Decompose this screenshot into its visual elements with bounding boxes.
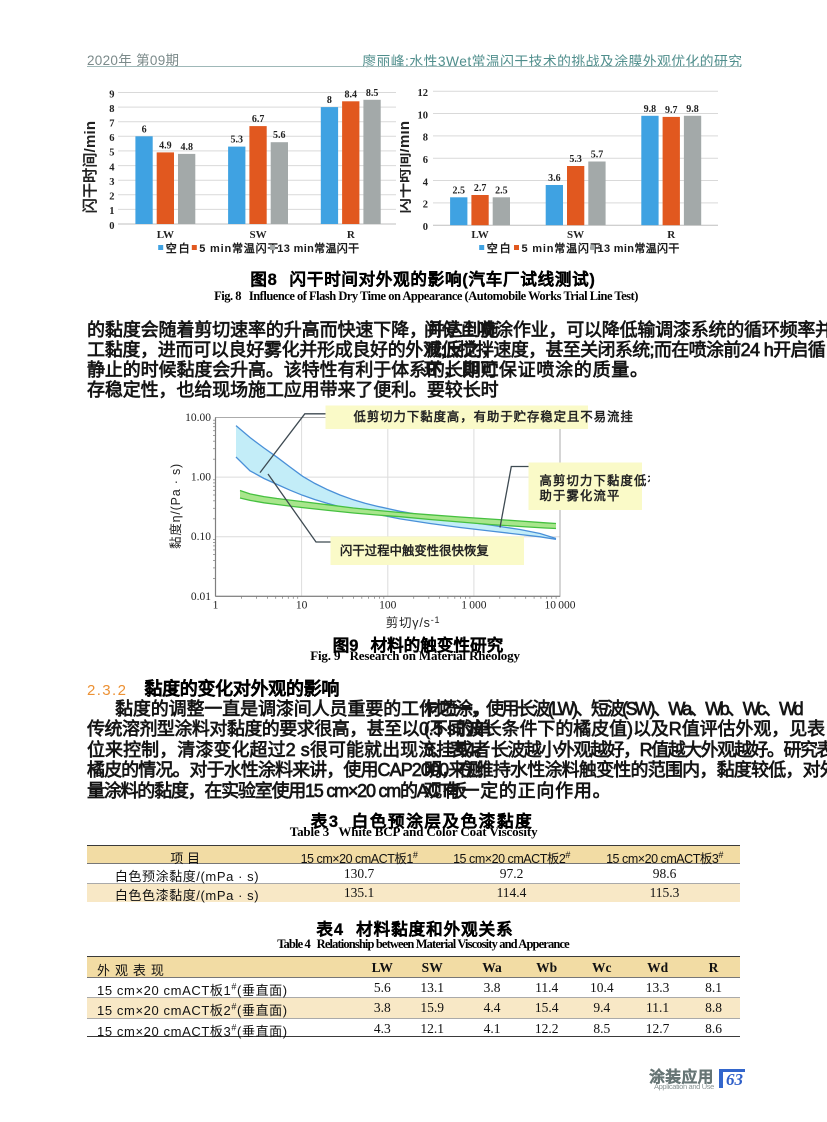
svg-text:2: 2 xyxy=(109,192,114,203)
svg-text:LW: LW xyxy=(471,229,488,241)
svg-text:100: 100 xyxy=(379,600,397,612)
svg-text:0: 0 xyxy=(109,221,114,232)
svg-text:1: 1 xyxy=(109,206,114,217)
svg-text:8: 8 xyxy=(423,133,428,144)
svg-text:2.7: 2.7 xyxy=(474,183,487,194)
svg-text:6.7: 6.7 xyxy=(252,114,265,125)
svg-text:12: 12 xyxy=(418,88,429,99)
svg-text:4.9: 4.9 xyxy=(159,140,172,151)
svg-text:8.4: 8.4 xyxy=(345,89,358,100)
svg-text:4: 4 xyxy=(109,162,115,173)
svg-text:6: 6 xyxy=(109,133,114,144)
svg-text:6: 6 xyxy=(423,155,428,166)
svg-text:8.5: 8.5 xyxy=(366,88,379,99)
svg-text:空白: 空白 xyxy=(166,241,192,255)
svg-text:LW: LW xyxy=(157,229,174,241)
svg-text:5.3: 5.3 xyxy=(231,135,244,146)
svg-text:0.01: 0.01 xyxy=(191,591,211,603)
svg-text:5.6: 5.6 xyxy=(273,130,286,141)
svg-text:2: 2 xyxy=(423,200,428,211)
svg-text:R: R xyxy=(667,229,676,241)
svg-text:10 000: 10 000 xyxy=(544,600,575,612)
svg-text:1 000: 1 000 xyxy=(461,600,487,612)
svg-text:5.3: 5.3 xyxy=(569,154,582,165)
svg-text:5.7: 5.7 xyxy=(591,150,604,161)
svg-text:10: 10 xyxy=(296,600,308,612)
svg-text:SW: SW xyxy=(250,229,267,241)
svg-text:9.8: 9.8 xyxy=(686,104,699,115)
svg-text:空白: 空白 xyxy=(487,241,513,255)
svg-text:5 min常温闪干: 5 min常温闪干 xyxy=(199,241,279,255)
svg-text:R: R xyxy=(347,229,356,241)
svg-text:闪干时间/min: 闪干时间/min xyxy=(400,121,413,213)
svg-text:3.6: 3.6 xyxy=(548,173,561,184)
svg-text:2.5: 2.5 xyxy=(453,185,466,196)
svg-text:1: 1 xyxy=(213,600,219,612)
svg-text:助于雾化流平: 助于雾化流平 xyxy=(540,488,621,503)
svg-text:1.00: 1.00 xyxy=(191,472,211,484)
svg-text:SW: SW xyxy=(567,229,584,241)
svg-text:闪干过程中触变性很快恢复: 闪干过程中触变性很快恢复 xyxy=(340,543,489,558)
svg-text:13 min常温闪干: 13 min常温闪干 xyxy=(598,241,680,255)
svg-text:5 min常温闪干: 5 min常温闪干 xyxy=(522,241,602,255)
svg-text:9.8: 9.8 xyxy=(644,104,657,115)
svg-text:0: 0 xyxy=(423,222,428,233)
svg-text:黏度η/(Pa · s): 黏度η/(Pa · s) xyxy=(168,463,183,549)
svg-text:9: 9 xyxy=(109,89,114,100)
svg-text:6: 6 xyxy=(142,124,147,135)
svg-text:9.7: 9.7 xyxy=(665,105,678,116)
svg-text:2.5: 2.5 xyxy=(495,185,508,196)
svg-text:10.00: 10.00 xyxy=(185,412,211,424)
svg-text:5: 5 xyxy=(109,148,114,159)
svg-text:低剪切力下黏度高，有助于贮存稳定且不易流挂: 低剪切力下黏度高，有助于贮存稳定且不易流挂 xyxy=(353,409,634,424)
svg-text:4: 4 xyxy=(423,177,429,188)
svg-text:闪干时间/min: 闪干时间/min xyxy=(81,121,99,213)
svg-text:0.10: 0.10 xyxy=(191,531,211,543)
svg-text:8: 8 xyxy=(109,104,114,115)
svg-text:4.8: 4.8 xyxy=(180,142,193,153)
svg-text:13 min常温闪干: 13 min常温闪干 xyxy=(277,241,359,255)
svg-text:高剪切力下黏度低有: 高剪切力下黏度低有 xyxy=(540,473,651,488)
svg-text:10: 10 xyxy=(418,110,429,121)
svg-text:剪切γ/s-1: 剪切γ/s-1 xyxy=(386,615,441,630)
svg-text:3: 3 xyxy=(109,177,114,188)
svg-text:8: 8 xyxy=(327,95,332,106)
svg-text:7: 7 xyxy=(109,119,114,130)
